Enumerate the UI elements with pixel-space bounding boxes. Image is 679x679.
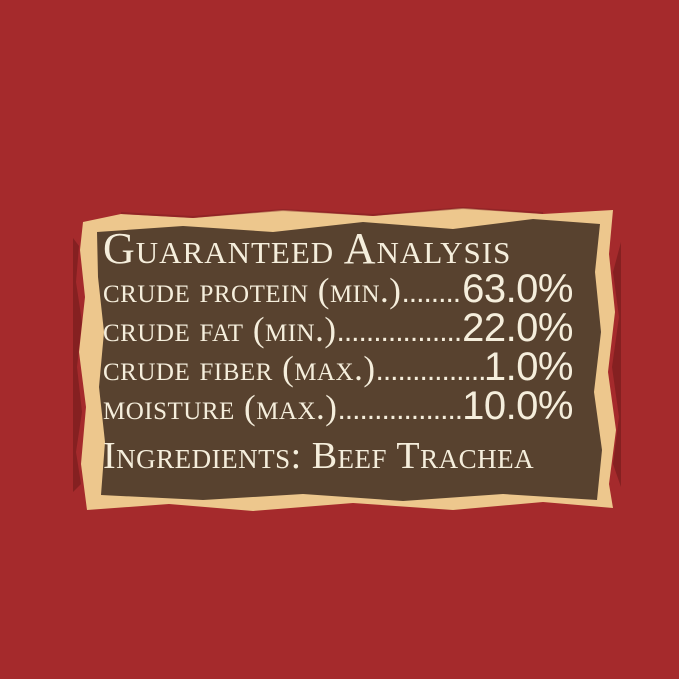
analysis-row-label: crude fat (min.) <box>103 310 337 349</box>
analysis-row-value: 63.0% <box>462 267 573 311</box>
brown-panel-shape <box>97 219 602 501</box>
frame-edge-line <box>120 206 544 219</box>
analysis-row-moisture: moisture (max.) ........................… <box>103 384 573 428</box>
torn-edge-streak-left <box>73 238 82 492</box>
dot-leader: ......................... <box>336 315 463 348</box>
analysis-row-crude-protein: crude protein (min.) .................. … <box>103 267 573 311</box>
panel-frame-art <box>73 206 621 511</box>
panel-title: Guaranteed Analysis <box>103 224 512 273</box>
analysis-row-label: crude protein (min.) <box>103 271 402 310</box>
dot-leader: .................. <box>401 276 463 309</box>
analysis-row-value: 1.0% <box>483 345 574 389</box>
dot-leader: ......................... <box>337 393 463 426</box>
guaranteed-analysis-panel <box>73 202 621 518</box>
analysis-row-crude-fiber: crude fiber (max.) .....................… <box>103 345 574 389</box>
ingredients-line: Ingredients: Beef Trachea <box>103 435 535 477</box>
analysis-row-value: 22.0% <box>462 306 573 350</box>
torn-edge-streak-right <box>612 242 621 487</box>
analysis-rows: crude protein (min.) .................. … <box>103 267 574 428</box>
dot-leader: ........................ <box>375 354 484 387</box>
analysis-text-block: Guaranteed Analysis crude protein (min.)… <box>103 224 574 478</box>
analysis-row-value: 10.0% <box>462 384 573 428</box>
analysis-row-label: crude fiber (max.) <box>103 349 376 388</box>
analysis-row-crude-fat: crude fat (min.) .......................… <box>103 306 573 350</box>
analysis-row-label: moisture (max.) <box>103 388 338 427</box>
